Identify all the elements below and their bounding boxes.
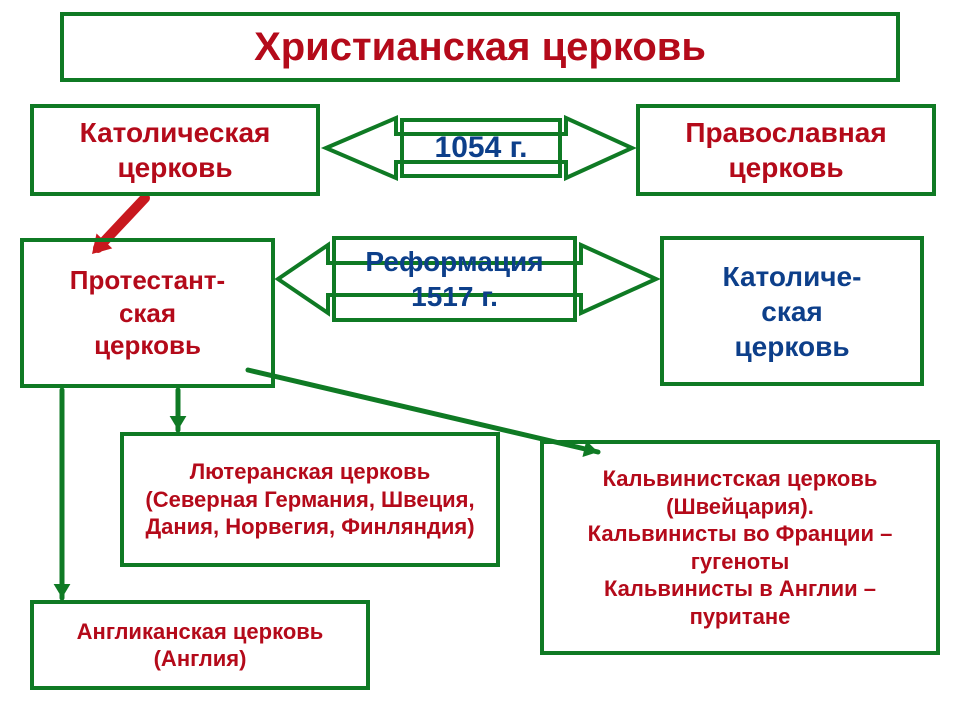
year-1054-box: 1054 г. bbox=[400, 118, 562, 178]
protestant-church-box-line: ская bbox=[119, 297, 176, 330]
reformation-box-line: Реформация bbox=[365, 244, 543, 279]
reformation-box-line: 1517 г. bbox=[411, 279, 498, 314]
reformation-box: Реформация1517 г. bbox=[332, 236, 577, 322]
anglican-church-box-line: Англиканская церковь bbox=[77, 618, 324, 646]
calvinist-church-box-line: Кальвинисты во Франции – bbox=[588, 520, 893, 548]
anglican-church-box-line: (Англия) bbox=[154, 645, 247, 673]
calvinist-church-box-line: пуритане bbox=[690, 603, 791, 631]
protestant-church-box-line: церковь bbox=[94, 329, 201, 362]
calvinist-church-box-line: Кальвинисты в Англии – bbox=[604, 575, 876, 603]
title-box: Христианская церковь bbox=[60, 12, 900, 82]
calvinist-church-box: Кальвинистская церковь(Швейцария).Кальви… bbox=[540, 440, 940, 655]
title-box-line: Христианская церковь bbox=[254, 22, 706, 72]
catholic-church-box-2-line: ская bbox=[761, 294, 823, 329]
lutheran-church-box-line: Дания, Норвегия, Финляндия) bbox=[145, 513, 474, 541]
calvinist-church-box-line: Кальвинистская церковь bbox=[603, 465, 878, 493]
arrow-head bbox=[54, 584, 71, 598]
diagram-stage: Христианская церковьКатолическаяцерковь1… bbox=[0, 0, 960, 720]
catholic-church-box-2-line: церковь bbox=[734, 329, 849, 364]
calvinist-church-box-line: гугеноты bbox=[691, 548, 790, 576]
catholic-church-box-1: Католическаяцерковь bbox=[30, 104, 320, 196]
arrow-head bbox=[170, 416, 187, 430]
catholic-church-box-1-line: Католическая bbox=[80, 115, 271, 150]
lutheran-church-box-line: (Северная Германия, Швеция, bbox=[145, 486, 474, 514]
lutheran-church-box: Лютеранская церковь(Северная Германия, Ш… bbox=[120, 432, 500, 567]
catholic-church-box-1-line: церковь bbox=[117, 150, 232, 185]
protestant-church-box: Протестант-скаяцерковь bbox=[20, 238, 275, 388]
orthodox-church-box-line: Православная bbox=[685, 115, 886, 150]
orthodox-church-box: Православнаяцерковь bbox=[636, 104, 936, 196]
orthodox-church-box-line: церковь bbox=[728, 150, 843, 185]
lutheran-church-box-line: Лютеранская церковь bbox=[190, 458, 431, 486]
protestant-church-box-line: Протестант- bbox=[70, 264, 225, 297]
calvinist-church-box-line: (Швейцария). bbox=[666, 493, 814, 521]
anglican-church-box: Англиканская церковь(Англия) bbox=[30, 600, 370, 690]
year-1054-box-line: 1054 г. bbox=[435, 129, 528, 167]
catholic-church-box-2: Католиче-скаяцерковь bbox=[660, 236, 924, 386]
catholic-church-box-2-line: Католиче- bbox=[723, 259, 862, 294]
